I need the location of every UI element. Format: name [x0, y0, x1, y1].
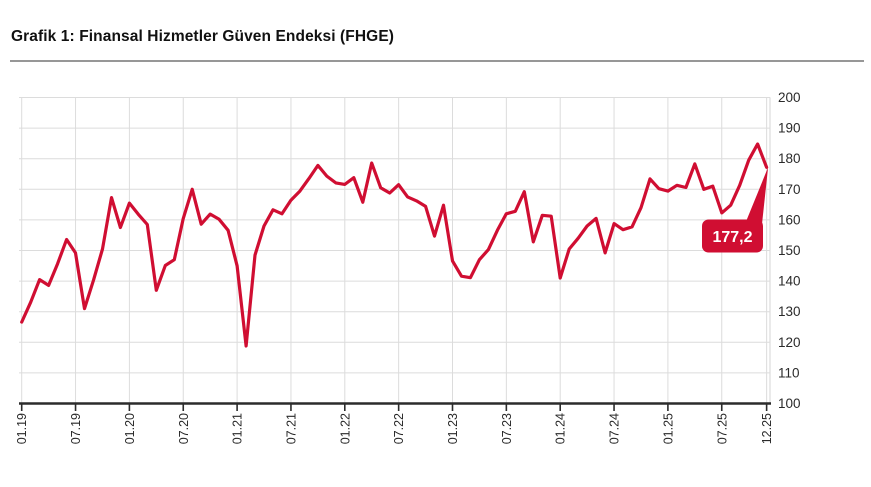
y-tick-label: 180	[778, 151, 801, 166]
y-tick-label: 200	[778, 90, 801, 105]
y-tick-label: 160	[778, 212, 801, 227]
x-tick-label: 07.20	[177, 413, 191, 444]
badge-pointer	[745, 167, 769, 224]
last-value-badge	[702, 219, 763, 253]
y-tick-label: 100	[778, 396, 801, 411]
x-tick-label: 07.25	[715, 413, 729, 444]
y-tick-label: 150	[778, 243, 801, 258]
x-tick-label: 07.19	[69, 413, 83, 444]
x-tick-label: 07.24	[608, 413, 622, 444]
x-tick-label: 07.21	[284, 413, 298, 444]
y-tick-label: 130	[778, 304, 801, 319]
y-tick-label: 170	[778, 182, 801, 197]
y-tick-label: 140	[778, 274, 801, 289]
fhge-line	[20, 142, 769, 348]
x-tick-label: 12.25	[760, 413, 774, 444]
x-tick-label: 01.22	[338, 413, 352, 444]
chart-title: Grafik 1: Finansal Hizmetler Güven Endek…	[11, 28, 395, 45]
title-divider	[10, 60, 864, 62]
x-tick-label: 07.22	[392, 413, 406, 444]
x-tick-label: 01.20	[123, 413, 137, 444]
x-tick-label: 01.24	[554, 413, 568, 444]
last-value-label: 177,2	[712, 229, 752, 246]
x-tick-label: 07.23	[500, 413, 514, 444]
x-tick-label: 01.19	[15, 413, 29, 444]
x-tick-label: 01.23	[446, 413, 460, 444]
y-tick-label: 190	[778, 121, 801, 136]
y-tick-label: 110	[778, 365, 800, 380]
x-tick-label: 01.25	[661, 413, 675, 444]
y-tick-label: 120	[778, 335, 801, 350]
x-tick-label: 01.21	[231, 413, 245, 444]
